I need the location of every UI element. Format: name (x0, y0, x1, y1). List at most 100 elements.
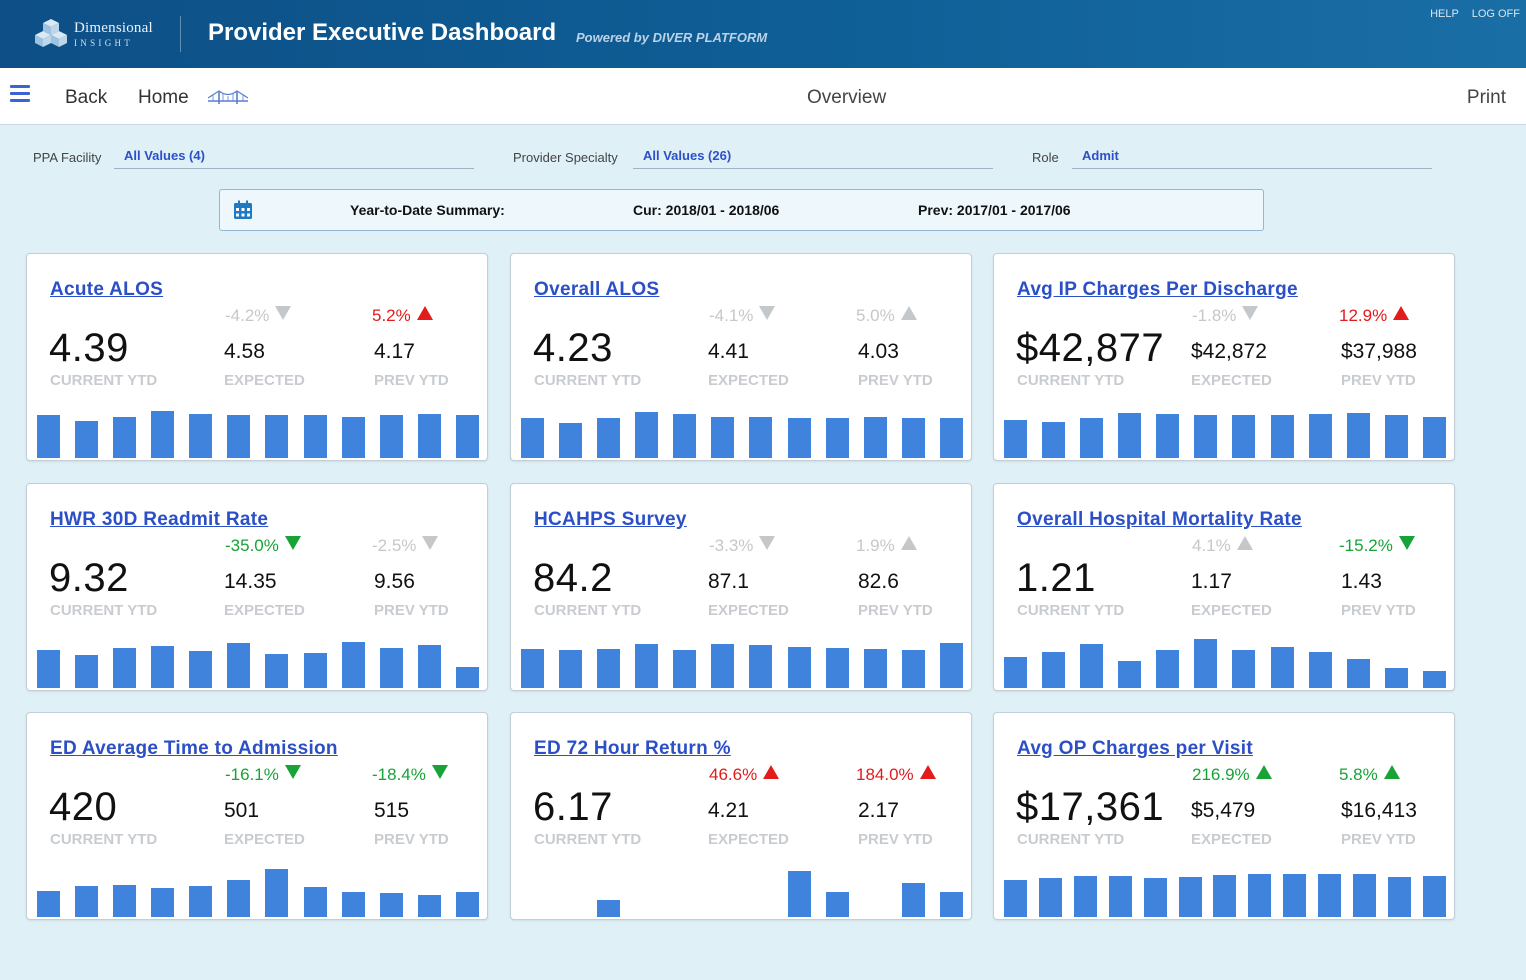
trend-bar[interactable] (1004, 657, 1027, 688)
trend-bar[interactable] (341, 892, 365, 917)
trend-bar[interactable] (1042, 652, 1066, 688)
trend-bar[interactable] (75, 421, 99, 458)
kpi-title-link[interactable]: HWR 30D Readmit Rate (50, 509, 269, 530)
trend-bar[interactable] (1118, 661, 1142, 688)
trend-bar[interactable] (597, 900, 621, 917)
trend-bar[interactable] (75, 655, 99, 688)
kpi-title-link[interactable]: ED Average Time to Admission (50, 738, 338, 759)
trend-bar[interactable] (341, 417, 365, 458)
kpi-title-link[interactable]: Avg OP Charges per Visit (1017, 738, 1253, 759)
menu-icon[interactable] (10, 85, 30, 103)
trend-bar[interactable] (1232, 650, 1256, 688)
trend-bar[interactable] (901, 883, 925, 917)
trend-bar[interactable] (37, 415, 60, 458)
trend-bar[interactable] (1422, 876, 1446, 917)
trend-bar[interactable] (825, 892, 849, 917)
trend-bar[interactable] (673, 650, 697, 688)
trend-bar[interactable] (1270, 415, 1294, 458)
trend-bar[interactable] (1308, 414, 1332, 458)
trend-bar[interactable] (749, 417, 773, 458)
kpi-title-link[interactable]: Acute ALOS (50, 279, 164, 300)
trend-bar[interactable] (1270, 647, 1294, 688)
trend-bar[interactable] (559, 423, 583, 458)
trend-bar[interactable] (1004, 420, 1027, 458)
trend-bar[interactable] (189, 886, 213, 917)
trend-bar[interactable] (303, 415, 327, 458)
trend-bar[interactable] (417, 414, 441, 458)
trend-bar[interactable] (1232, 415, 1256, 458)
trend-bar[interactable] (1346, 413, 1370, 458)
trend-bar[interactable] (303, 887, 327, 917)
kpi-card[interactable]: Overall ALOS -4.1% 5.0% 4.23 4.41 4.03 CURRENT… (510, 253, 972, 461)
trend-bar[interactable] (227, 415, 251, 458)
trend-bar[interactable] (1156, 414, 1180, 458)
trend-bar[interactable] (303, 653, 327, 688)
trend-bar[interactable] (825, 648, 849, 688)
kpi-card[interactable]: ED Average Time to Admission -16.1% -18.4%… (26, 712, 488, 920)
trend-bar[interactable] (1422, 671, 1446, 688)
kpi-card[interactable]: Avg OP Charges per Visit 216.9% 5.8% $17,36… (993, 712, 1455, 920)
trend-bar[interactable] (1143, 878, 1167, 917)
trend-bar[interactable] (227, 880, 251, 917)
trend-bar[interactable] (1080, 418, 1104, 458)
bridge-icon[interactable] (208, 88, 248, 106)
trend-bar[interactable] (379, 893, 403, 917)
trend-bar[interactable] (901, 418, 925, 458)
trend-bar[interactable] (1387, 877, 1411, 917)
trend-bar[interactable] (787, 418, 811, 458)
kpi-title-link[interactable]: Overall Hospital Mortality Rate (1017, 509, 1302, 530)
trend-bar[interactable] (559, 650, 583, 688)
trend-bar[interactable] (379, 648, 403, 688)
trend-bar[interactable] (1156, 650, 1180, 688)
trend-bar[interactable] (1073, 876, 1097, 917)
trend-bar[interactable] (1346, 659, 1370, 688)
trend-bar[interactable] (1118, 413, 1142, 458)
trend-bar[interactable] (1384, 415, 1408, 458)
trend-bar[interactable] (1004, 880, 1027, 917)
trend-bar[interactable] (521, 418, 544, 458)
trend-bar[interactable] (1194, 415, 1218, 458)
trend-bar[interactable] (341, 642, 365, 688)
logoff-link[interactable]: LOG OFF (1471, 8, 1520, 20)
kpi-title-link[interactable]: HCAHPS Survey (534, 509, 687, 530)
trend-bar[interactable] (151, 646, 175, 688)
kpi-title-link[interactable]: Overall ALOS (534, 279, 660, 300)
trend-bar[interactable] (379, 415, 403, 458)
trend-bar[interactable] (863, 649, 887, 688)
trend-bar[interactable] (597, 649, 621, 688)
trend-bar[interactable] (1213, 875, 1237, 917)
trend-bar[interactable] (1194, 639, 1218, 688)
trend-bar[interactable] (37, 650, 60, 688)
trend-bar[interactable] (265, 869, 289, 917)
kpi-card[interactable]: Avg IP Charges Per Discharge -1.8% 12.9% $4… (993, 253, 1455, 461)
trend-bar[interactable] (1248, 874, 1272, 917)
trend-bar[interactable] (1422, 417, 1446, 458)
trend-bar[interactable] (1318, 874, 1342, 917)
trend-bar[interactable] (901, 650, 925, 688)
filter-role-select[interactable]: Admit (1072, 148, 1432, 169)
trend-bar[interactable] (863, 417, 887, 458)
help-link[interactable]: HELP (1430, 8, 1459, 20)
kpi-card[interactable]: HWR 30D Readmit Rate -35.0% -2.5% 9.32 14.35… (26, 483, 488, 691)
home-button[interactable]: Home (138, 87, 189, 108)
trend-bar[interactable] (597, 418, 621, 458)
trend-bar[interactable] (265, 415, 289, 458)
kpi-card[interactable]: Acute ALOS -4.2% 5.2% 4.39 4.58 4.17 CURRENT Y… (26, 253, 488, 461)
trend-bar[interactable] (455, 667, 479, 688)
trend-bar[interactable] (673, 414, 697, 458)
trend-bar[interactable] (1038, 878, 1062, 917)
trend-bar[interactable] (1042, 422, 1066, 458)
trend-bar[interactable] (417, 895, 441, 917)
trend-bar[interactable] (455, 892, 479, 917)
trend-bar[interactable] (1108, 876, 1132, 917)
trend-bar[interactable] (1353, 874, 1377, 917)
filter-specialty-select[interactable]: All Values (26) (633, 148, 993, 169)
trend-bar[interactable] (417, 645, 441, 688)
trend-bar[interactable] (227, 643, 251, 688)
kpi-card[interactable]: ED 72 Hour Return % 46.6% 184.0% 6.17 4.21 2.… (510, 712, 972, 920)
trend-bar[interactable] (189, 651, 213, 688)
trend-bar[interactable] (711, 417, 735, 458)
kpi-card[interactable]: Overall Hospital Mortality Rate 4.1% -15.2… (993, 483, 1455, 691)
trend-bar[interactable] (521, 649, 544, 688)
trend-bar[interactable] (265, 654, 289, 688)
